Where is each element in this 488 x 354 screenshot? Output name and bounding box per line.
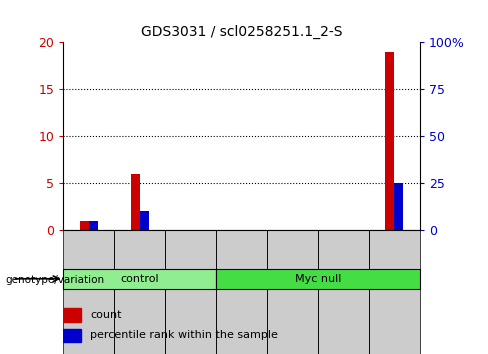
Text: genotype/variation: genotype/variation (5, 275, 104, 285)
Text: count: count (90, 310, 122, 320)
Bar (63, 329, 81, 342)
Bar (114, 230, 165, 354)
Text: control: control (121, 274, 159, 284)
Bar (89, 221, 98, 230)
Bar (131, 174, 140, 230)
Bar (165, 230, 216, 354)
Bar (267, 230, 318, 354)
Bar (318, 230, 369, 354)
Bar (63, 230, 114, 354)
Bar (216, 269, 420, 289)
Bar (394, 183, 404, 230)
Bar (216, 230, 267, 354)
Text: percentile rank within the sample: percentile rank within the sample (90, 330, 278, 341)
Title: GDS3031 / scl0258251.1_2-S: GDS3031 / scl0258251.1_2-S (141, 24, 342, 39)
Bar (369, 230, 420, 354)
Bar (80, 221, 89, 230)
Bar (385, 52, 394, 230)
Bar (63, 308, 81, 321)
Bar (63, 269, 216, 289)
Bar (140, 211, 149, 230)
Text: Myc null: Myc null (295, 274, 341, 284)
